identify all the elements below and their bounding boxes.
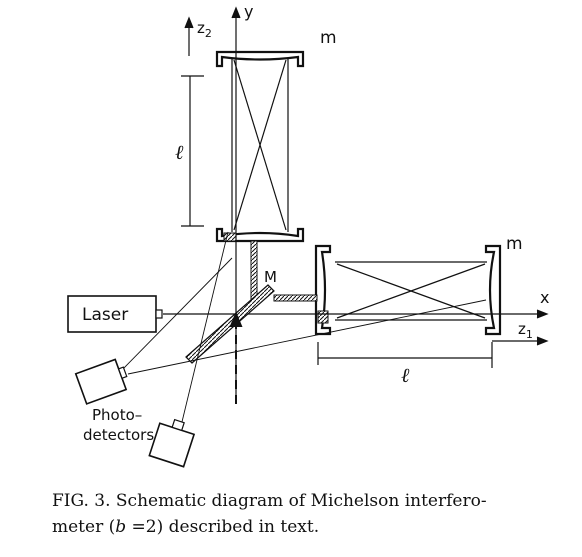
caption-line-1: FIG. 3. Schematic diagram of Michelson i… [52,491,487,511]
horizontal-length-label: ℓ [401,363,410,387]
laser [67,295,163,333]
z1-axis [492,336,549,346]
photodetector-left [74,358,128,405]
top-mirror-label: m [320,28,337,48]
vertical-cavity-beam [233,59,287,231]
caption-line-2-post: =2) described in text. [126,517,320,537]
vertical-support [250,240,258,300]
x-axis [163,309,549,319]
z1-label: z1 [518,320,533,341]
horizontal-mirror-hatch [317,310,329,324]
caption-line-2-pre: meter ( [52,517,116,537]
horizontal-length-dimension [317,342,493,368]
top-mirror [215,50,305,68]
vertical-cavity [231,58,289,232]
laser-label: Laser [82,305,128,325]
horizontal-support [273,294,318,302]
figure-caption: FIG. 3. Schematic diagram of Michelson i… [52,488,572,540]
x-axis-label: x [540,288,549,307]
vertical-length-label: ℓ [175,140,184,164]
beamsplitter-label: M [264,268,277,286]
z2-axis [184,16,194,56]
y-axis-label: y [244,2,253,21]
z2-label: z2 [197,19,212,40]
caption-line-2: meter (b =2) described in text. [52,514,572,540]
probe-beam [229,311,243,404]
horizontal-cavity [335,261,487,321]
horizontal-input-mirror [314,244,332,336]
caption-variable-b: b [115,517,127,537]
horizontal-cavity-beam [336,263,486,319]
vertical-input-mirror [215,227,305,243]
right-mirror-label: m [506,234,523,254]
photodetectors-label-line2: detectors [83,426,154,444]
photodetectors-label-line1: Photo– [92,406,142,424]
photodetector-bottom [148,418,196,468]
right-mirror [484,244,502,336]
vertical-length-dimension [181,75,204,227]
output-beams [119,231,487,427]
